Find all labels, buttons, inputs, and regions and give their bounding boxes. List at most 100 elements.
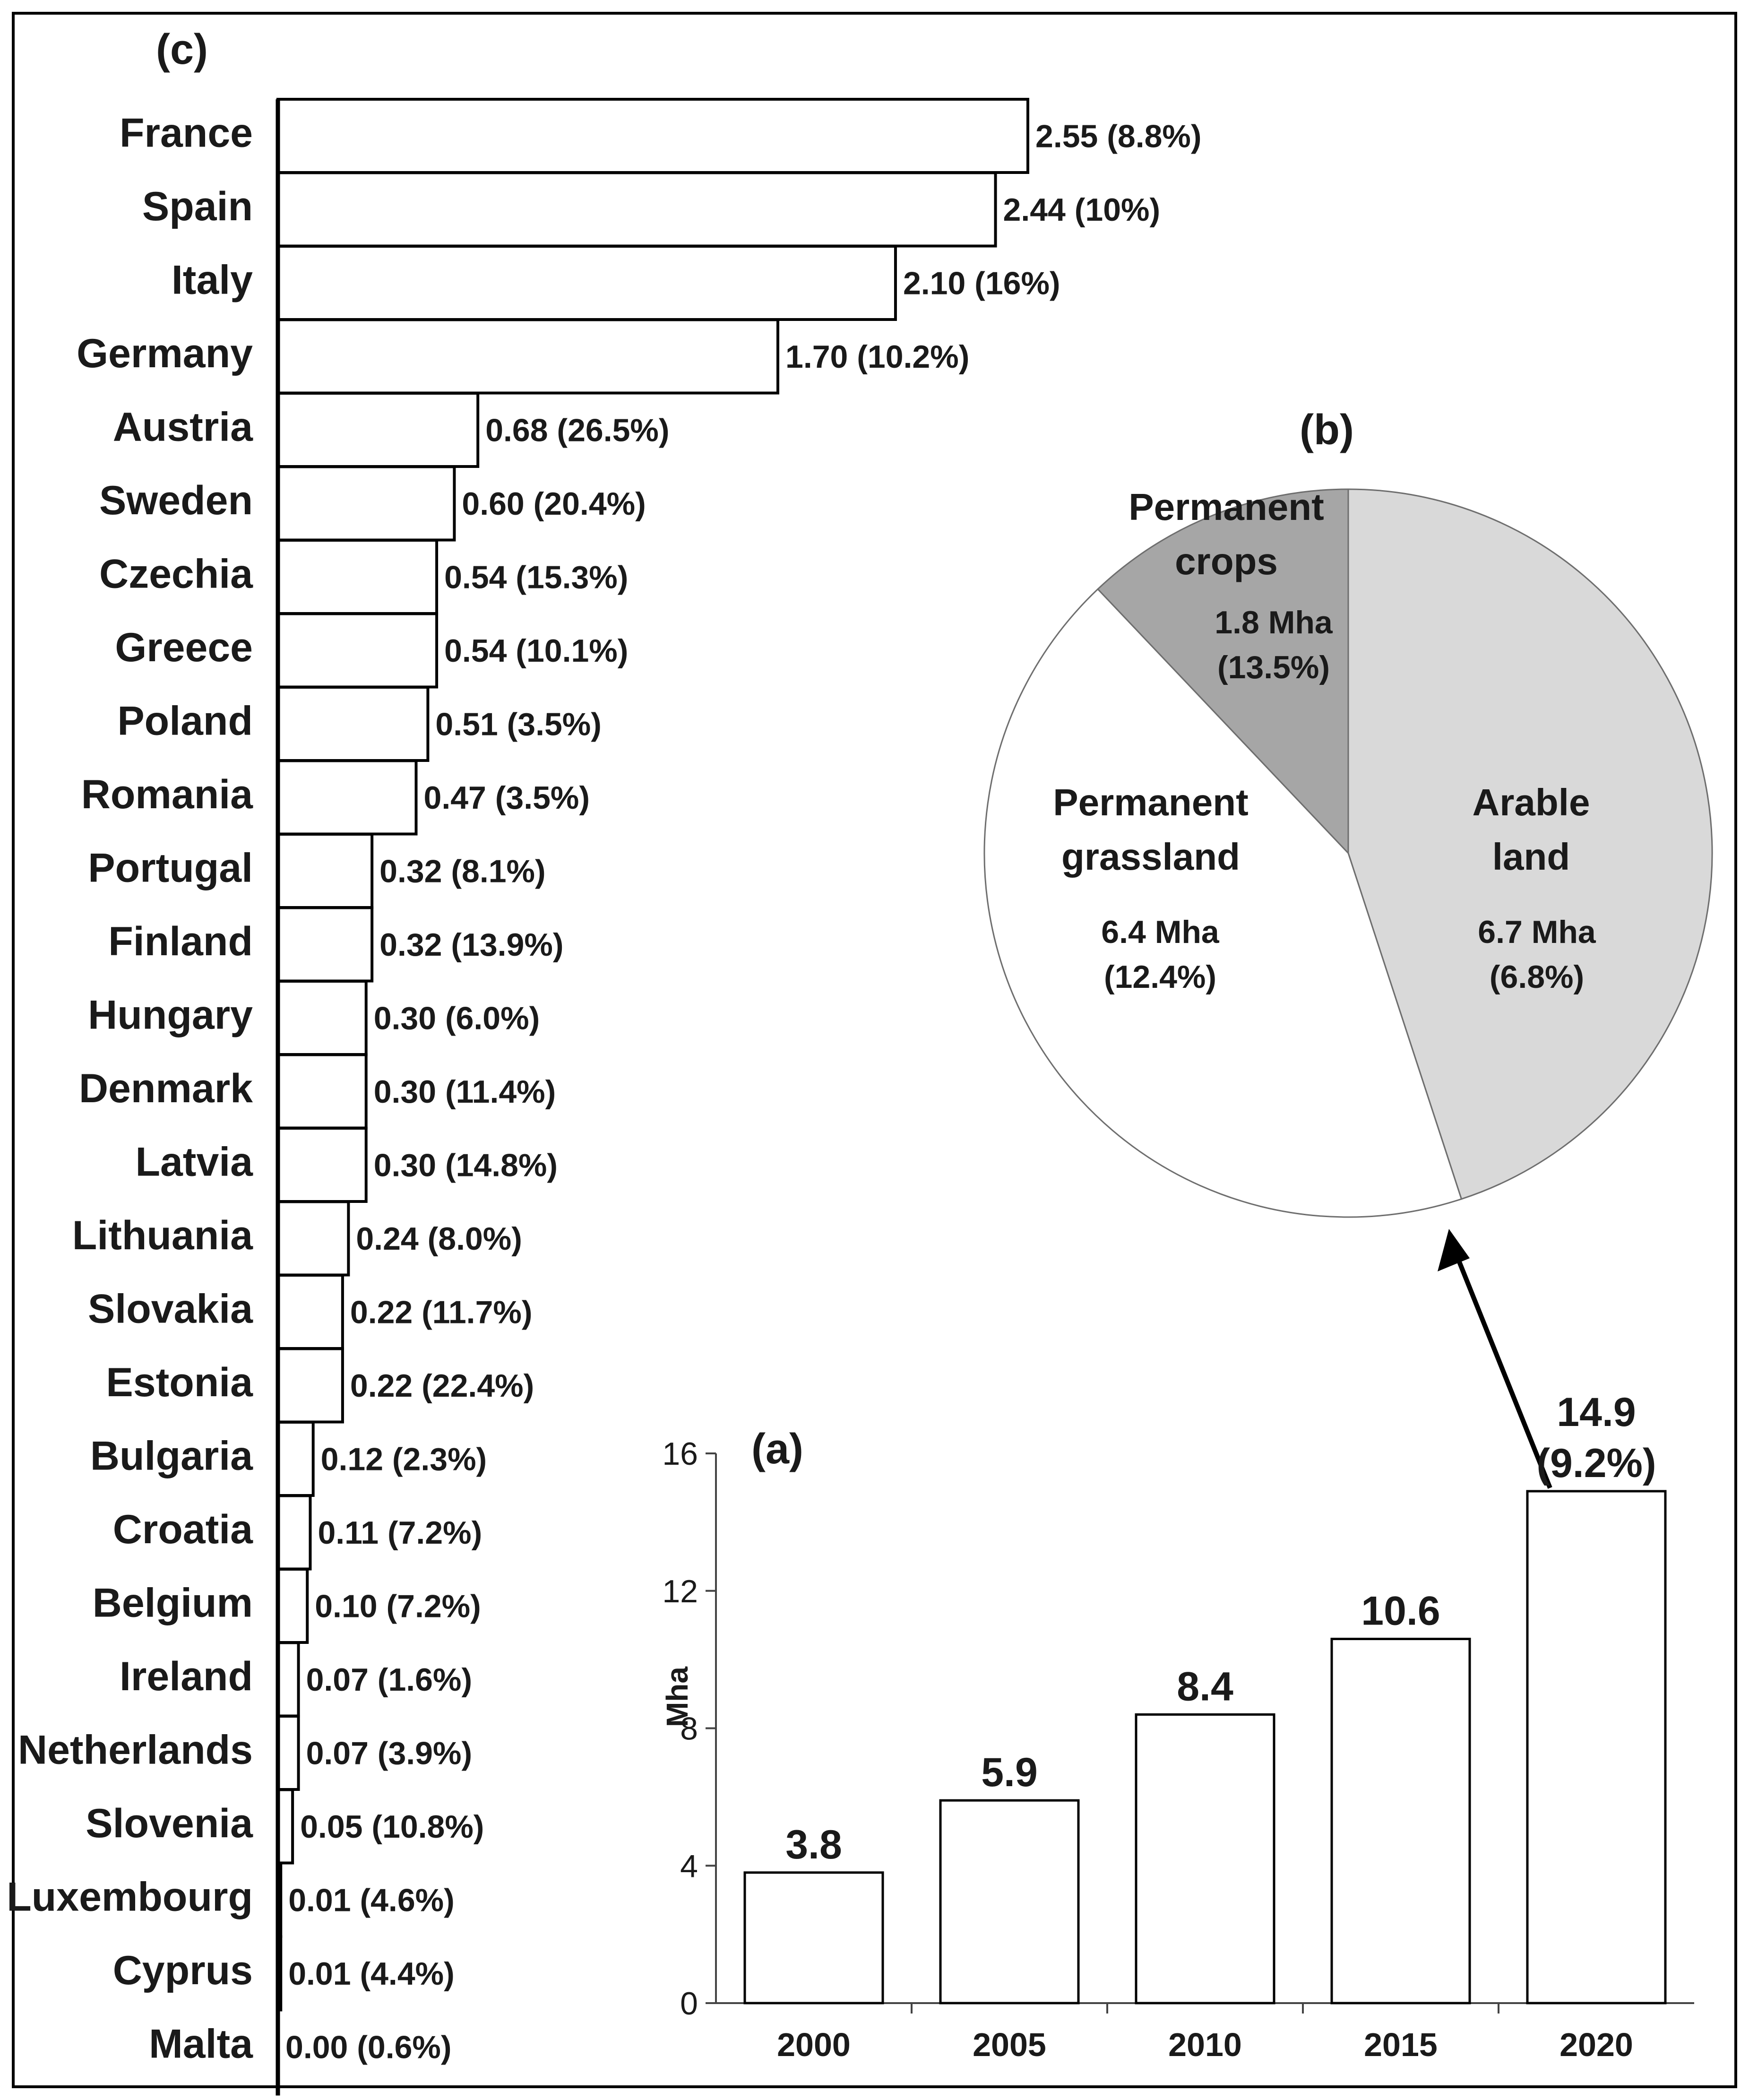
y-tick-label-4: 4	[680, 1848, 698, 1884]
bar-2010	[1135, 1713, 1275, 2005]
country-label-ireland: Ireland	[120, 1654, 253, 1699]
x-tick-label-2015: 2015	[1364, 2026, 1438, 2063]
bar-sweden	[276, 465, 456, 542]
country-label-bulgaria: Bulgaria	[90, 1433, 253, 1478]
arrow-head-icon	[1438, 1229, 1470, 1271]
value-label-spain: 2.44 (10%)	[1003, 192, 1161, 228]
bar-estonia	[276, 1347, 344, 1424]
y-tick-label-8: 8	[680, 1711, 698, 1747]
bar-lithuania	[276, 1200, 350, 1277]
country-label-lithuania: Lithuania	[72, 1213, 253, 1258]
value-label-sweden: 0.60 (20.4%)	[462, 486, 646, 522]
panel-c-country-bar-chart: (c) Mha France 2.55 (8.8%) Spain 2.44 (10%)…	[7, 26, 1202, 2096]
country-label-netherlands: Netherlands	[18, 1727, 253, 1772]
bar-italy	[276, 245, 897, 321]
value-label-portugal: 0.32 (8.1%)	[379, 854, 546, 890]
pie-pct-permanent-grassland: (12.4%)	[1104, 959, 1216, 995]
y-tick-label-16: 16	[662, 1436, 698, 1472]
bar-slovenia	[276, 1788, 294, 1865]
bar-2000	[743, 1871, 884, 2005]
country-label-france: France	[120, 110, 253, 156]
value-label-austria: 0.68 (26.5%)	[485, 413, 669, 449]
country-label-sweden: Sweden	[99, 478, 253, 523]
bar-poland	[276, 686, 430, 762]
bar-germany	[276, 318, 779, 395]
value-label-poland: 0.51 (3.5%)	[435, 707, 602, 743]
panel-a-ylabel: Mha	[660, 1667, 694, 1727]
x-tick-label-2000: 2000	[777, 2026, 851, 2063]
pie-pct-arable-land: (6.8%)	[1490, 959, 1584, 995]
value-label-finland: 0.32 (13.9%)	[379, 927, 563, 963]
country-label-hungary: Hungary	[88, 992, 253, 1037]
country-label-portugal: Portugal	[88, 845, 253, 890]
country-label-croatia: Croatia	[113, 1507, 253, 1552]
value-label-bulgaria: 0.12 (2.3%)	[321, 1442, 487, 1478]
x-tick-label-2020: 2020	[1559, 2026, 1633, 2063]
pie-value-permanent-grassland: 6.4 Mha	[1101, 914, 1220, 950]
value-label-greece: 0.54 (10.1%)	[444, 633, 628, 669]
bar-2005	[939, 1799, 1080, 2005]
bar-france	[276, 98, 1029, 174]
pie-label-permanent-crops-line1: Permanent	[1129, 486, 1324, 528]
bar-value-label-2010: 8.4	[1177, 1664, 1233, 1709]
panel-b-land-use-pie-chart: (b) Arable land 6.7 Mha (6.8%) Permanent gras…	[983, 406, 1713, 1218]
bar-hungary	[276, 980, 368, 1056]
value-label-luxembourg: 0.01 (4.6%)	[288, 1883, 455, 1919]
country-label-cyprus: Cyprus	[113, 1948, 253, 1993]
pie-pct-permanent-crops: (13.5%)	[1217, 649, 1330, 685]
bar-2020	[1526, 1490, 1667, 2005]
value-label-france: 2.55 (8.8%)	[1035, 119, 1202, 155]
country-label-spain: Spain	[142, 184, 253, 229]
bar-romania	[276, 759, 418, 836]
bar-austria	[276, 392, 480, 468]
value-label-netherlands: 0.07 (3.9%)	[306, 1736, 473, 1772]
x-tick-label-2005: 2005	[973, 2026, 1046, 2063]
bar-belgium	[276, 1568, 309, 1644]
bar-slovakia	[276, 1274, 344, 1350]
value-label-slovenia: 0.05 (10.8%)	[300, 1809, 484, 1845]
bar-netherlands	[276, 1715, 300, 1791]
value-label-czechia: 0.54 (15.3%)	[444, 560, 628, 596]
pie-slice-permanent-crops	[1096, 488, 1349, 855]
pie-value-arable-land: 6.7 Mha	[1478, 914, 1596, 950]
bar-value-label-2015: 10.6	[1361, 1589, 1440, 1634]
pie-label-permanent-grassland-line2: grassland	[1061, 836, 1240, 878]
country-label-germany: Germany	[77, 331, 253, 376]
pie-label-permanent-crops-line2: crops	[1175, 540, 1278, 582]
value-label-croatia: 0.11 (7.2%)	[318, 1515, 482, 1551]
bar-spain	[276, 171, 997, 248]
bar-croatia	[276, 1494, 312, 1571]
country-label-luxembourg: Luxembourg	[7, 1874, 253, 1919]
country-label-austria: Austria	[113, 404, 253, 449]
bar-2015	[1330, 1638, 1471, 2005]
bar-value-label-2005: 5.9	[981, 1750, 1038, 1795]
value-label-germany: 1.70 (10.2%)	[785, 339, 969, 375]
value-label-cyprus: 0.01 (4.4%)	[288, 1956, 455, 1992]
bar-greece	[276, 612, 439, 689]
country-label-italy: Italy	[172, 257, 253, 302]
bar-denmark	[276, 1053, 368, 1130]
y-tick-label-12: 12	[662, 1573, 698, 1609]
value-label-estonia: 0.22 (22.4%)	[350, 1368, 534, 1404]
panel-a-tag: (a)	[751, 1426, 803, 1473]
country-label-estonia: Estonia	[106, 1360, 253, 1405]
country-label-slovenia: Slovenia	[86, 1801, 253, 1846]
bar-value-label-2020: 14.9	[1557, 1390, 1636, 1435]
y-tick-label-0: 0	[680, 1986, 698, 2022]
bar-portugal	[276, 833, 374, 909]
pie-label-arable-land-line2: land	[1492, 836, 1570, 878]
bar-pct-label-2020: (9.2%)	[1536, 1441, 1656, 1486]
pie-slice-arable-land	[1347, 488, 1713, 1200]
arrow-2020-to-pie	[1438, 1229, 1552, 1489]
value-label-malta: 0.00 (0.6%)	[285, 2030, 452, 2065]
country-label-czechia: Czechia	[99, 551, 253, 596]
value-label-italy: 2.10 (16%)	[903, 266, 1060, 302]
country-label-finland: Finland	[108, 919, 253, 964]
value-label-ireland: 0.07 (1.6%)	[306, 1662, 473, 1698]
panel-a-yearly-bar-chart: (a) 0 4 8 12 16 Mha 2000 3.8 2005 5.9 2010 8.4 2015 1…	[660, 1390, 1694, 2063]
bar-latvia	[276, 1127, 368, 1203]
bar-czechia	[276, 539, 439, 615]
pie-label-arable-land-line1: Arable	[1473, 781, 1590, 823]
country-label-latvia: Latvia	[135, 1139, 253, 1184]
